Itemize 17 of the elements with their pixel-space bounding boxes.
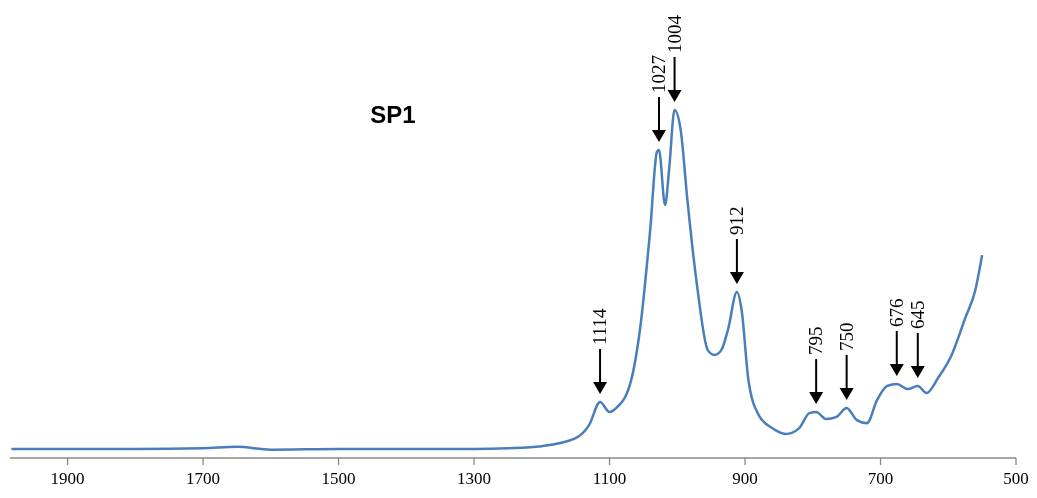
x-tick-label: 900 bbox=[732, 469, 758, 488]
x-tick-label: 1100 bbox=[592, 469, 627, 488]
x-tick-label: 1300 bbox=[457, 469, 492, 488]
chart-title: SP1 bbox=[370, 101, 416, 128]
annotation: 795 bbox=[805, 326, 827, 356]
x-tick-label: 700 bbox=[867, 469, 894, 488]
annotation: 645 bbox=[906, 300, 928, 329]
x-tick-label: 1900 bbox=[50, 469, 85, 488]
x-tick-label: 500 bbox=[1003, 469, 1029, 488]
annotation: 1114 bbox=[589, 307, 611, 345]
x-tick-label: 1500 bbox=[321, 469, 356, 488]
x-tick-label: 1700 bbox=[186, 469, 221, 488]
annotation: 1027 bbox=[647, 55, 669, 94]
annotation: 750 bbox=[835, 322, 857, 351]
annotation: 912 bbox=[725, 206, 747, 235]
annotation: 676 bbox=[885, 298, 907, 327]
annotation: 1004 bbox=[663, 14, 685, 53]
